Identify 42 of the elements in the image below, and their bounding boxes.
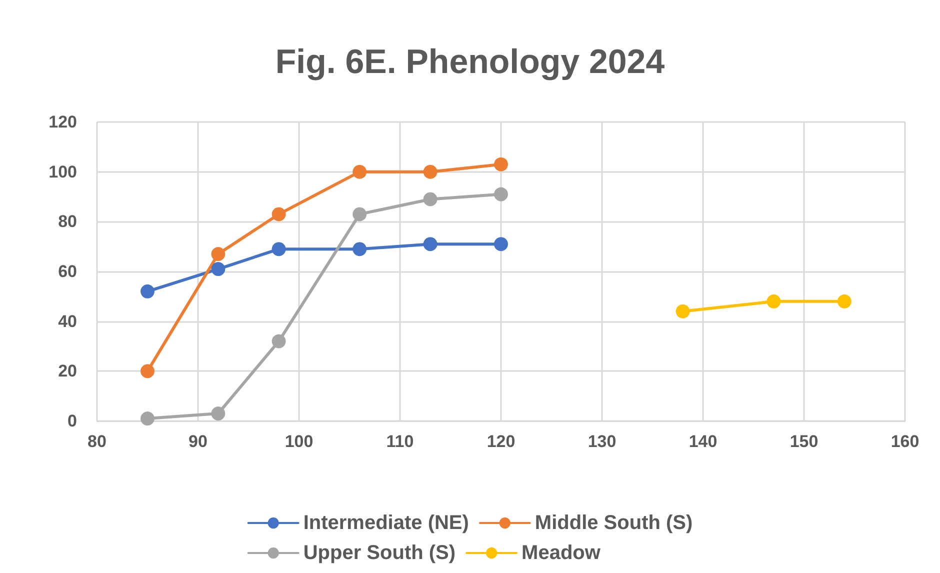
point — [272, 242, 286, 256]
y-tick-label: 0 — [68, 412, 77, 430]
point — [352, 242, 367, 256]
point — [423, 237, 438, 252]
point — [140, 412, 154, 426]
y-tick-label: 20 — [58, 362, 77, 381]
chart-title: Fig. 6E. Phenology 2024 — [275, 43, 665, 81]
point — [494, 237, 508, 252]
point — [211, 262, 226, 276]
point — [352, 207, 367, 222]
y-tick-label: 60 — [58, 262, 77, 281]
point — [140, 364, 154, 378]
x-tick-label: 160 — [890, 432, 920, 451]
x-tick-label: 100 — [284, 432, 314, 451]
point — [766, 294, 781, 308]
x-tick-label: 130 — [588, 432, 616, 451]
point — [272, 207, 286, 222]
point — [140, 284, 154, 298]
point — [494, 157, 508, 172]
point — [211, 406, 226, 421]
x-tick-label: 90 — [188, 432, 208, 451]
legend-label: Meadow — [522, 542, 601, 564]
x-tick-label: 80 — [88, 432, 106, 451]
legend-label: Intermediate (NE) — [303, 512, 469, 534]
point — [423, 192, 438, 206]
point — [676, 304, 690, 318]
y-tick-label: 120 — [48, 112, 77, 132]
point — [352, 164, 367, 179]
x-tick-label: 110 — [386, 432, 414, 451]
y-tick-label: 80 — [58, 212, 77, 232]
point — [837, 294, 852, 308]
point — [211, 247, 226, 262]
point — [423, 164, 438, 179]
legend-label: Upper South (S) — [303, 542, 456, 564]
x-tick-label: 150 — [790, 432, 818, 451]
legend-label: Middle South (S) — [534, 512, 693, 534]
y-tick-label: 40 — [58, 312, 77, 331]
y-tick-label: 100 — [48, 162, 77, 182]
point — [494, 187, 508, 202]
x-tick-label: 140 — [688, 432, 718, 451]
point — [272, 334, 286, 348]
x-tick-label: 120 — [486, 432, 516, 451]
